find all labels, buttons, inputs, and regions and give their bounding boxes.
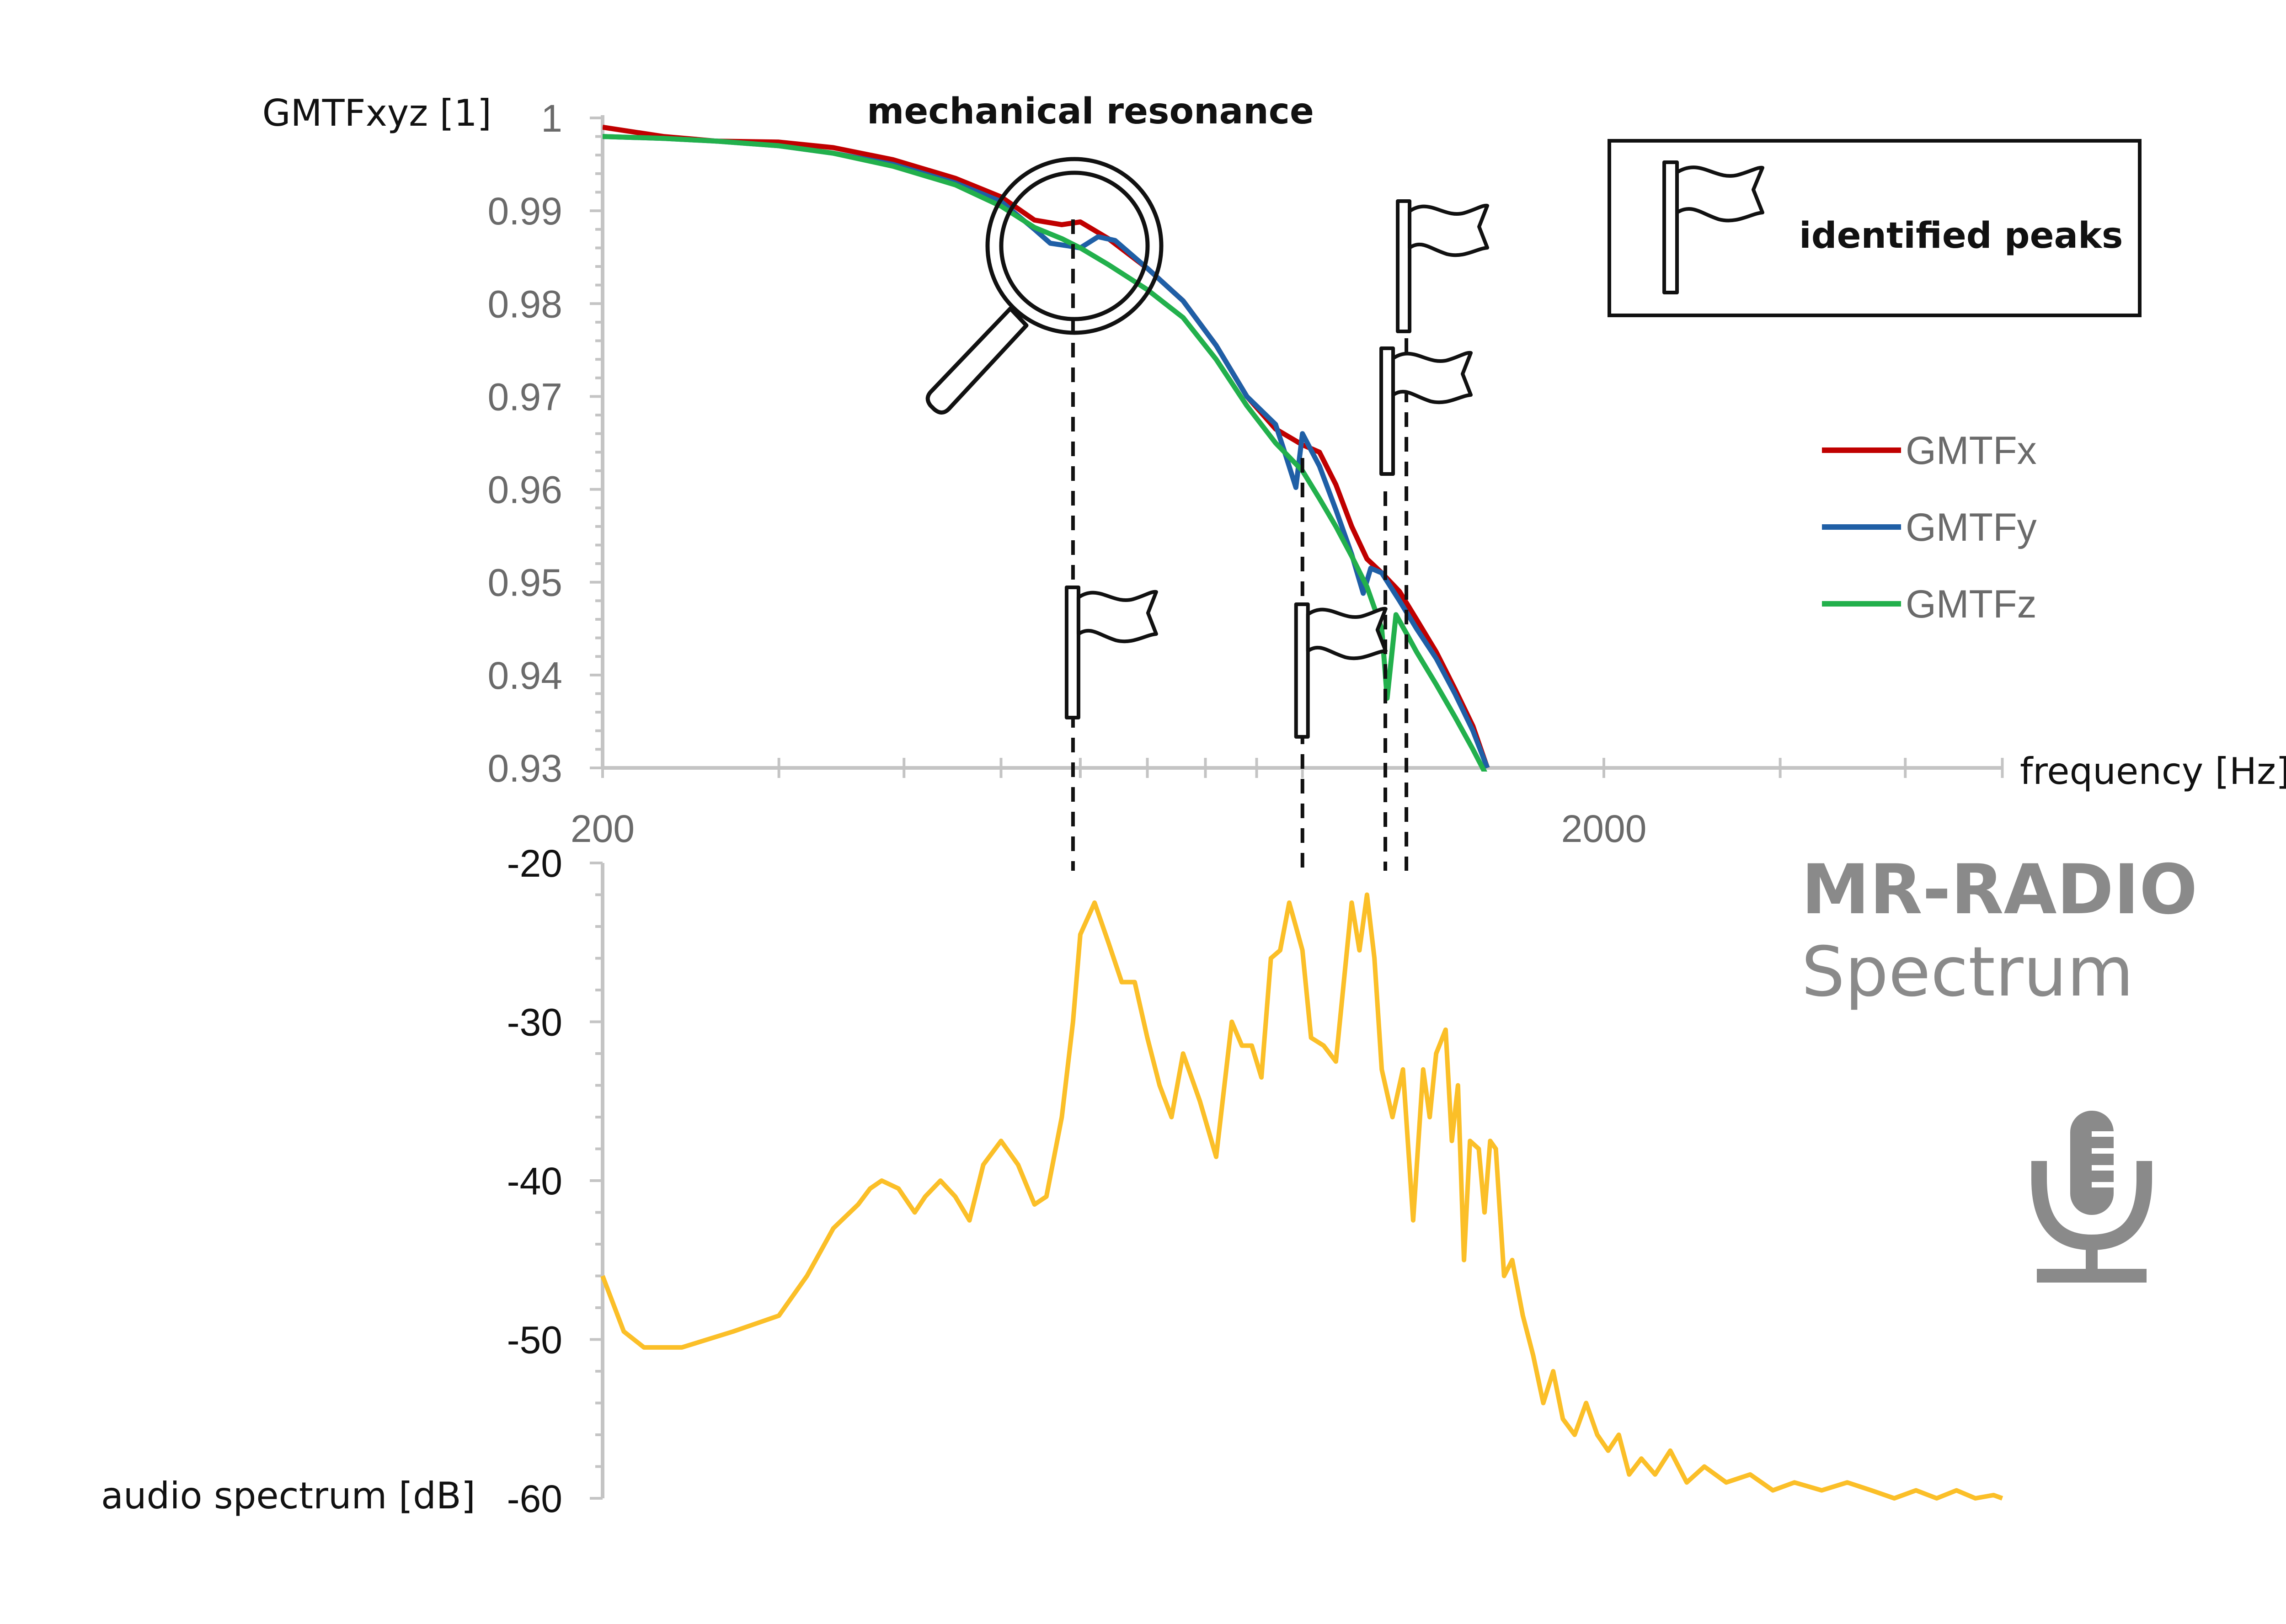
gmtf-y-tick-label: 1 (541, 97, 562, 140)
peak-flags (1064, 199, 1490, 739)
spectrum-y-tick-label: -30 (507, 1001, 562, 1044)
legend-label-gmtfx: GMTFx (1906, 429, 2037, 473)
gmtf-x-axis-title: frequency [Hz] (2020, 750, 2286, 793)
spectrum-y-axis-title: audio spectrum [dB] (101, 1475, 475, 1517)
flag-icon (1064, 586, 1158, 719)
gmtf-y-tick-label: 0.96 (488, 469, 563, 511)
spectrum-series-line (600, 892, 2003, 1501)
gmtf-x-tick-label: 2000 (1561, 807, 1647, 850)
spectrum-y-tick-label: -20 (507, 842, 562, 885)
spectrum-series-group (600, 892, 2003, 1501)
flag-icon (1294, 602, 1388, 739)
flag-icon (1662, 160, 1764, 294)
brand-subtitle: Spectrum (1801, 932, 2134, 1012)
gmtf-y-tick-label: 0.93 (488, 747, 563, 790)
gmtf-y-tick-label: 0.99 (488, 190, 563, 233)
spectrum-chart: -20 -30 -40 -50 -60 audio spectrum [dB] (101, 842, 2003, 1520)
legend-label-gmtfz: GMTFz (1906, 582, 2037, 626)
flag-icon (1396, 199, 1490, 333)
gmtf-y-tick-label: 0.97 (488, 375, 563, 418)
identified-peaks-box: identified peaks (1608, 139, 2142, 317)
spectrum-y-tick-label: -50 (507, 1319, 562, 1362)
legend: GMTFx GMTFy GMTFz (1822, 429, 2037, 626)
flag-icon (1379, 346, 1473, 476)
gmtf-series-gmtfz (603, 134, 1488, 772)
gmtf-series-gmtfx (603, 124, 1490, 769)
mechanical-resonance-label: mechanical resonance (867, 91, 1314, 132)
microphone-icon (2031, 1111, 2152, 1283)
brand-title: MR-RADIO (1801, 850, 2197, 930)
gmtf-x-tick-label: 200 (571, 807, 635, 850)
gmtf-y-axis-title: GMTFxyz [1] (262, 92, 491, 134)
magnifier-icon (925, 157, 1164, 415)
legend-label-gmtfy: GMTFy (1906, 506, 2037, 549)
gmtf-y-tick-label: 0.95 (488, 561, 563, 604)
identified-peaks-label: identified peaks (1799, 215, 2123, 256)
gmtf-y-tick-label: 0.94 (488, 654, 563, 697)
gmtf-y-tick-label: 0.98 (488, 282, 563, 325)
gmtf-series-group (603, 124, 1490, 772)
spectrum-axes: -20 -30 -40 -50 -60 (507, 842, 604, 1520)
spectrum-y-tick-label: -40 (507, 1160, 562, 1203)
spectrum-y-tick-label: -60 (507, 1477, 562, 1520)
